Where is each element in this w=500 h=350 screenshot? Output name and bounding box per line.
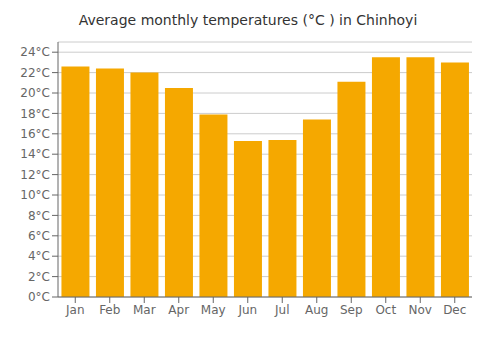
svg-text:16°C: 16°C bbox=[20, 127, 50, 141]
svg-text:18°C: 18°C bbox=[20, 107, 50, 121]
svg-text:Feb: Feb bbox=[99, 303, 120, 317]
svg-text:Apr: Apr bbox=[168, 303, 189, 317]
svg-text:8°C: 8°C bbox=[28, 209, 50, 223]
svg-text:24°C: 24°C bbox=[20, 45, 50, 59]
svg-text:Mar: Mar bbox=[133, 303, 156, 317]
svg-text:May: May bbox=[201, 303, 226, 317]
svg-text:Jan: Jan bbox=[65, 303, 85, 317]
svg-text:Oct: Oct bbox=[375, 303, 396, 317]
svg-text:Jun: Jun bbox=[237, 303, 257, 317]
svg-text:Sep: Sep bbox=[340, 303, 363, 317]
svg-text:2°C: 2°C bbox=[28, 270, 50, 284]
svg-text:12°C: 12°C bbox=[20, 168, 50, 182]
svg-text:6°C: 6°C bbox=[28, 229, 50, 243]
svg-text:20°C: 20°C bbox=[20, 86, 50, 100]
svg-text:0°C: 0°C bbox=[28, 290, 50, 304]
svg-text:10°C: 10°C bbox=[20, 188, 50, 202]
svg-text:14°C: 14°C bbox=[20, 147, 50, 161]
svg-text:Dec: Dec bbox=[443, 303, 466, 317]
svg-text:4°C: 4°C bbox=[28, 249, 50, 263]
svg-text:22°C: 22°C bbox=[20, 66, 50, 80]
html-text:Average monthly temperatures (: Average monthly temperatures (°C ) in Ch… bbox=[78, 12, 418, 28]
svg-text:Aug: Aug bbox=[305, 303, 328, 317]
svg-text:Jul: Jul bbox=[274, 303, 289, 317]
svg-text:Nov: Nov bbox=[409, 303, 432, 317]
